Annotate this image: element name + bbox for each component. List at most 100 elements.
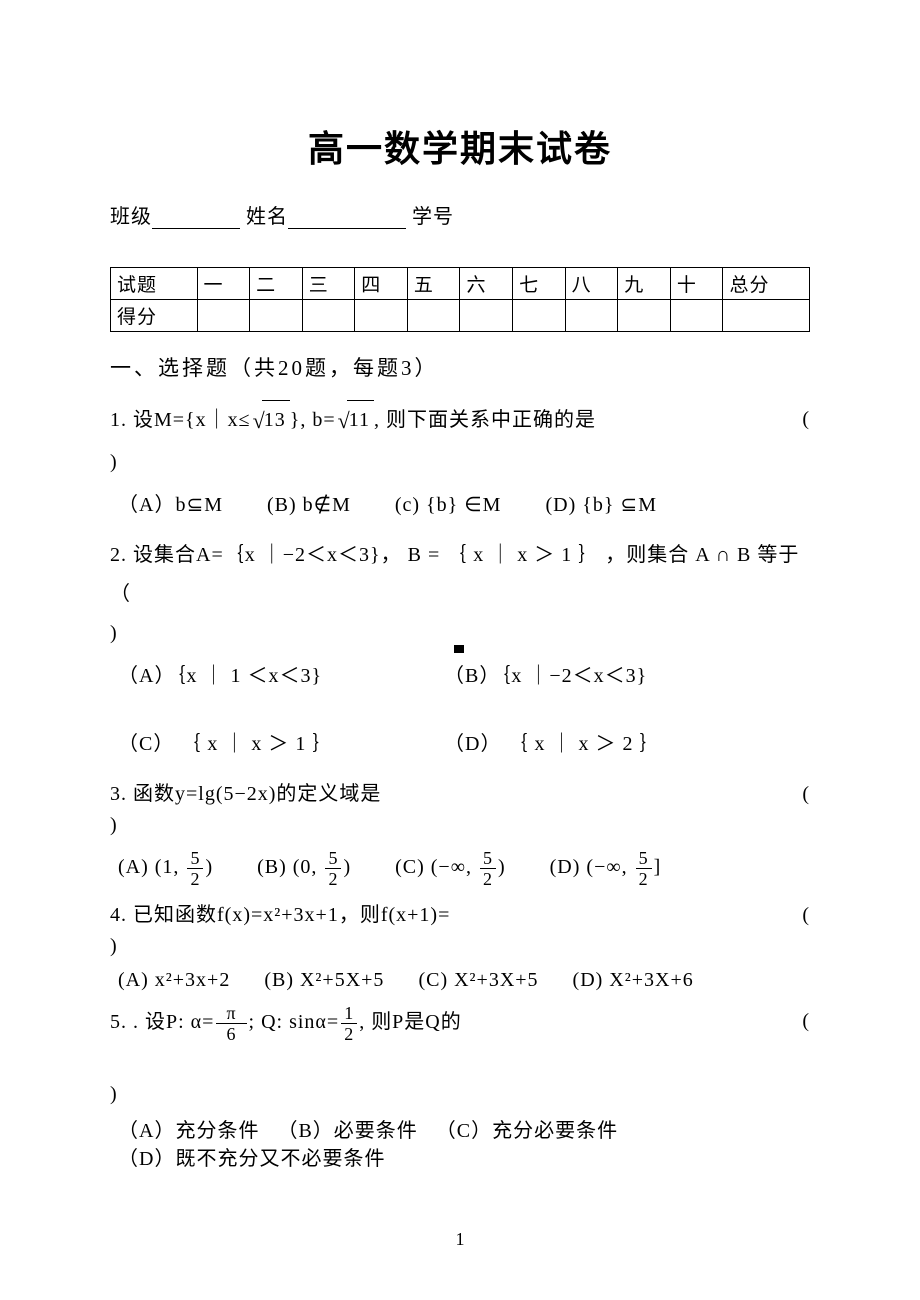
td	[513, 300, 566, 332]
center-marker-icon	[454, 645, 464, 653]
td	[460, 300, 513, 332]
option-c: (C) X²+3X+5	[418, 966, 538, 994]
paren: (	[802, 900, 810, 931]
frac-num: π	[216, 1004, 246, 1024]
option-d: (D) (−∞, 52]	[550, 849, 662, 888]
sqrt-icon: √13	[251, 400, 290, 443]
option-b: (B) X²+5X+5	[264, 966, 384, 994]
th: 总分	[723, 268, 810, 300]
frac-den: 2	[325, 869, 341, 888]
score-table: 试题 一 二 三 四 五 六 七 八 九 十 总分 得分	[110, 267, 810, 332]
q4-stem: 4. 已知函数f(x)=x²+3x+1，则f(x+1)=	[110, 904, 450, 926]
sqrt-arg: 13	[262, 400, 290, 440]
q1-stem-b: }, b=	[290, 409, 336, 431]
sqrt-icon: √11	[336, 400, 374, 443]
option-b: (B) b∉M	[267, 488, 351, 522]
option-a: （A）b⊆M	[118, 488, 223, 522]
frac-num: 1	[341, 1004, 357, 1024]
opt-post: )	[205, 856, 213, 878]
th: 一	[197, 268, 250, 300]
opt-post: )	[343, 856, 351, 878]
opt-pre: (A) (1,	[118, 856, 185, 878]
td	[250, 300, 303, 332]
q5-options: （A）充分条件 （B）必要条件 （C）充分必要条件 （D）既不充分又不必要条件	[118, 1117, 810, 1173]
frac-den: 2	[480, 869, 496, 888]
q5-stem-b: ; Q: sinα=	[249, 1011, 340, 1033]
sqrt-arg: 11	[347, 400, 374, 440]
fraction: 52	[636, 849, 652, 888]
th: 二	[250, 268, 303, 300]
opt-pre: (D) (−∞,	[550, 856, 634, 878]
q2-stem: 2. 设集合A=｛x ｜−2＜x＜3}， B = ｛ x ｜ x ＞ 1 ｝ ，…	[110, 544, 799, 605]
paren-close: )	[110, 1083, 118, 1105]
frac-den: 2	[341, 1024, 357, 1043]
frac-den: 6	[216, 1024, 246, 1043]
paren-close: )	[110, 622, 118, 644]
option-c: （C） ｛ x ｜ x ＞ 1 ｝	[118, 727, 438, 761]
question-2: 2. 设集合A=｛x ｜−2＜x＜3}， B = ｛ x ｜ x ＞ 1 ｝ ，…	[110, 536, 810, 653]
option-b: (B) (0, 52)	[257, 849, 351, 888]
th: 三	[302, 268, 355, 300]
q3-stem: 3. 函数y=lg(5−2x)的定义域是	[110, 783, 381, 805]
option-c: （C）充分必要条件	[436, 1120, 618, 1142]
option-a: （A）｛x ｜ 1 ＜x＜3}	[118, 659, 438, 693]
frac-num: 5	[480, 849, 496, 869]
th: 七	[513, 268, 566, 300]
option-d: （D）既不充分又不必要条件	[118, 1148, 385, 1170]
q4-options: (A) x²+3x+2 (B) X²+5X+5 (C) X²+3X+5 (D) …	[118, 966, 810, 994]
option-d: (D) {b} ⊆M	[545, 488, 657, 522]
q1-stem-a: 1. 设M={x｜x≤	[110, 409, 251, 431]
table-row: 试题 一 二 三 四 五 六 七 八 九 十 总分	[111, 268, 810, 300]
opt-post: )	[498, 856, 506, 878]
option-d: （D） ｛ x ｜ x ＞ 2 ｝	[444, 727, 764, 761]
id-label: 学号	[412, 206, 454, 228]
paren-close: )	[110, 451, 118, 473]
q2-options: （A）｛x ｜ 1 ＜x＜3} （B）｛x ｜−2＜x＜3} （C） ｛ x ｜…	[118, 659, 810, 761]
q5-stem-c: , 则P是Q的	[359, 1011, 462, 1033]
question-3: 3. 函数y=lg(5−2x)的定义域是 ( )	[110, 779, 810, 841]
frac-den: 2	[636, 869, 652, 888]
option-a: (A) x²+3x+2	[118, 966, 230, 994]
question-4: 4. 已知函数f(x)=x²+3x+1，则f(x+1)= ( )	[110, 900, 810, 962]
td: 得分	[111, 300, 198, 332]
opt-pre: (B) (0,	[257, 856, 323, 878]
td	[302, 300, 355, 332]
option-a: （A）充分条件	[118, 1120, 259, 1142]
paren: (	[802, 779, 810, 810]
td	[355, 300, 408, 332]
fraction: 12	[341, 1004, 357, 1043]
question-1: 1. 设M={x｜x≤√13}, b=√11, 则下面关系中正确的是 ( )	[110, 400, 810, 482]
q5-stem-a: 5. . 设P: α=	[110, 1011, 214, 1033]
option-b: （B）必要条件	[277, 1120, 417, 1142]
class-label: 班级	[110, 206, 152, 228]
td	[197, 300, 250, 332]
th: 十	[670, 268, 723, 300]
td	[723, 300, 810, 332]
table-row: 得分	[111, 300, 810, 332]
fraction: 52	[325, 849, 341, 888]
frac-num: 5	[325, 849, 341, 869]
td	[618, 300, 671, 332]
frac-den: 2	[187, 869, 203, 888]
class-blank	[152, 210, 240, 229]
fraction: 52	[480, 849, 496, 888]
th: 五	[407, 268, 460, 300]
td	[565, 300, 618, 332]
fraction: 52	[187, 849, 203, 888]
th: 八	[565, 268, 618, 300]
fraction: π6	[216, 1004, 246, 1043]
th: 六	[460, 268, 513, 300]
name-blank	[288, 210, 406, 229]
option-c: (c) {b} ∈M	[395, 488, 502, 522]
td	[407, 300, 460, 332]
q1-stem-c: , 则下面关系中正确的是	[374, 409, 596, 431]
paren: (	[802, 1004, 810, 1038]
paren-close: )	[110, 814, 118, 836]
paren: (	[802, 400, 810, 439]
option-a: (A) (1, 52)	[118, 849, 213, 888]
option-b: （B）｛x ｜−2＜x＜3}	[444, 659, 764, 693]
opt-pre: (C) (−∞,	[395, 856, 478, 878]
q1-options: （A）b⊆M (B) b∉M (c) {b} ∈M (D) {b} ⊆M	[118, 488, 810, 522]
document-title: 高一数学期末试卷	[110, 120, 810, 172]
th: 试题	[111, 268, 198, 300]
